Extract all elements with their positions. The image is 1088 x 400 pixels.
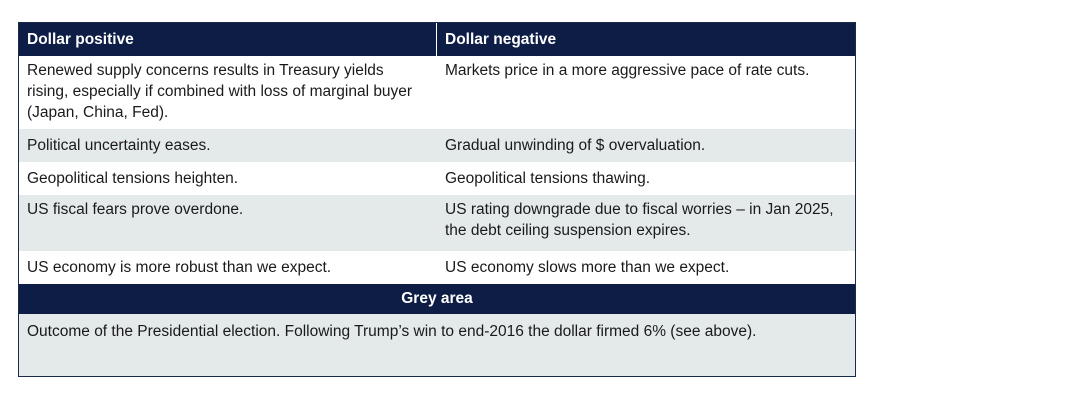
- grey-area-header: Grey area: [19, 284, 855, 314]
- grey-area-text: Outcome of the Presidential election. Fo…: [27, 323, 757, 340]
- table-row: US economy is more robust than we expect…: [19, 251, 855, 284]
- positive-cell: Renewed supply concerns results in Treas…: [27, 62, 413, 121]
- table-row: Renewed supply concerns results in Treas…: [19, 56, 855, 129]
- header-dollar-positive: Dollar positive: [19, 23, 437, 56]
- table-row: Geopolitical tensions heighten. Geopolit…: [19, 162, 855, 195]
- positive-cell: US fiscal fears prove overdone.: [27, 201, 244, 218]
- header-dollar-negative: Dollar negative: [445, 31, 557, 48]
- positive-cell: Geopolitical tensions heighten.: [27, 170, 239, 187]
- table-row: US fiscal fears prove overdone. US ratin…: [19, 195, 855, 251]
- negative-cell: US economy slows more than we expect.: [445, 259, 730, 276]
- table-header-row: Dollar positive Dollar negative: [19, 23, 855, 56]
- negative-cell: Geopolitical tensions thawing.: [445, 170, 651, 187]
- grey-area-title: Grey area: [401, 290, 473, 307]
- negative-cell: Gradual unwinding of $ overvaluation.: [445, 137, 706, 154]
- negative-cell: Markets price in a more aggressive pace …: [445, 62, 810, 79]
- positive-cell: Political uncertainty eases.: [27, 137, 211, 154]
- negative-cell: US rating downgrade due to fiscal worrie…: [445, 201, 834, 239]
- dollar-drivers-table: Dollar positive Dollar negative Renewed …: [18, 22, 856, 377]
- grey-area-row: Outcome of the Presidential election. Fo…: [19, 314, 855, 376]
- table-row: Political uncertainty eases. Gradual unw…: [19, 129, 855, 162]
- positive-cell: US economy is more robust than we expect…: [27, 259, 332, 276]
